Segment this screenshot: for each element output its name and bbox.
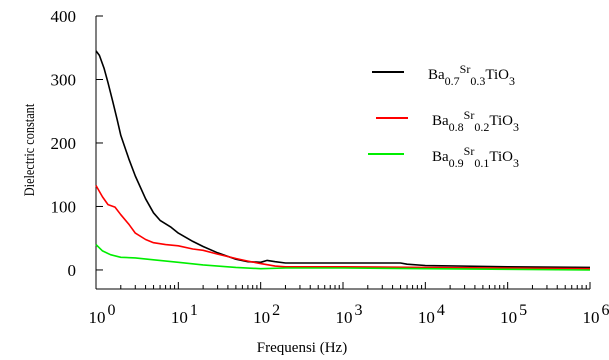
y-tick-label: 200	[51, 134, 77, 153]
x-tick-label: 10 1	[171, 302, 198, 327]
x-tick-label: 10 4	[418, 302, 445, 327]
x-axis-label: Frequensi (Hz)	[257, 340, 347, 356]
legend-label-2: Ba0.8Sr0.2TiO3	[432, 108, 519, 134]
legend-label-1: Ba0.7Sr0.3TiO3	[428, 62, 515, 88]
legend: Ba0.7Sr0.3TiO3 Ba0.8Sr0.2TiO3 Ba0.9Sr0.1Ti…	[368, 62, 519, 170]
y-tick-label: 400	[51, 7, 77, 26]
x-axis-ticks: 10 0 10 1 10 2 10 3 10 4 10 5 10 6	[89, 282, 609, 327]
x-tick-label: 10 0	[89, 302, 116, 327]
x-tick-label: 10 2	[253, 302, 280, 327]
series-line-1	[95, 50, 591, 269]
x-tick-label: 10 6	[583, 302, 609, 327]
x-tick-label: 10 3	[336, 302, 363, 327]
series-line-3	[95, 244, 591, 271]
y-axis-label: Dielectric constant	[21, 104, 37, 197]
plot-series	[95, 50, 591, 271]
y-axis-ticks: 0 100 200 300 400	[51, 7, 103, 280]
x-tick-label: 10 5	[500, 302, 527, 327]
y-tick-label: 100	[51, 197, 77, 216]
y-tick-label: 300	[51, 70, 77, 89]
axes	[95, 16, 590, 290]
series-line-2	[95, 185, 591, 270]
legend-label-3: Ba0.9Sr0.1TiO3	[432, 144, 519, 170]
y-tick-label: 0	[68, 261, 77, 280]
